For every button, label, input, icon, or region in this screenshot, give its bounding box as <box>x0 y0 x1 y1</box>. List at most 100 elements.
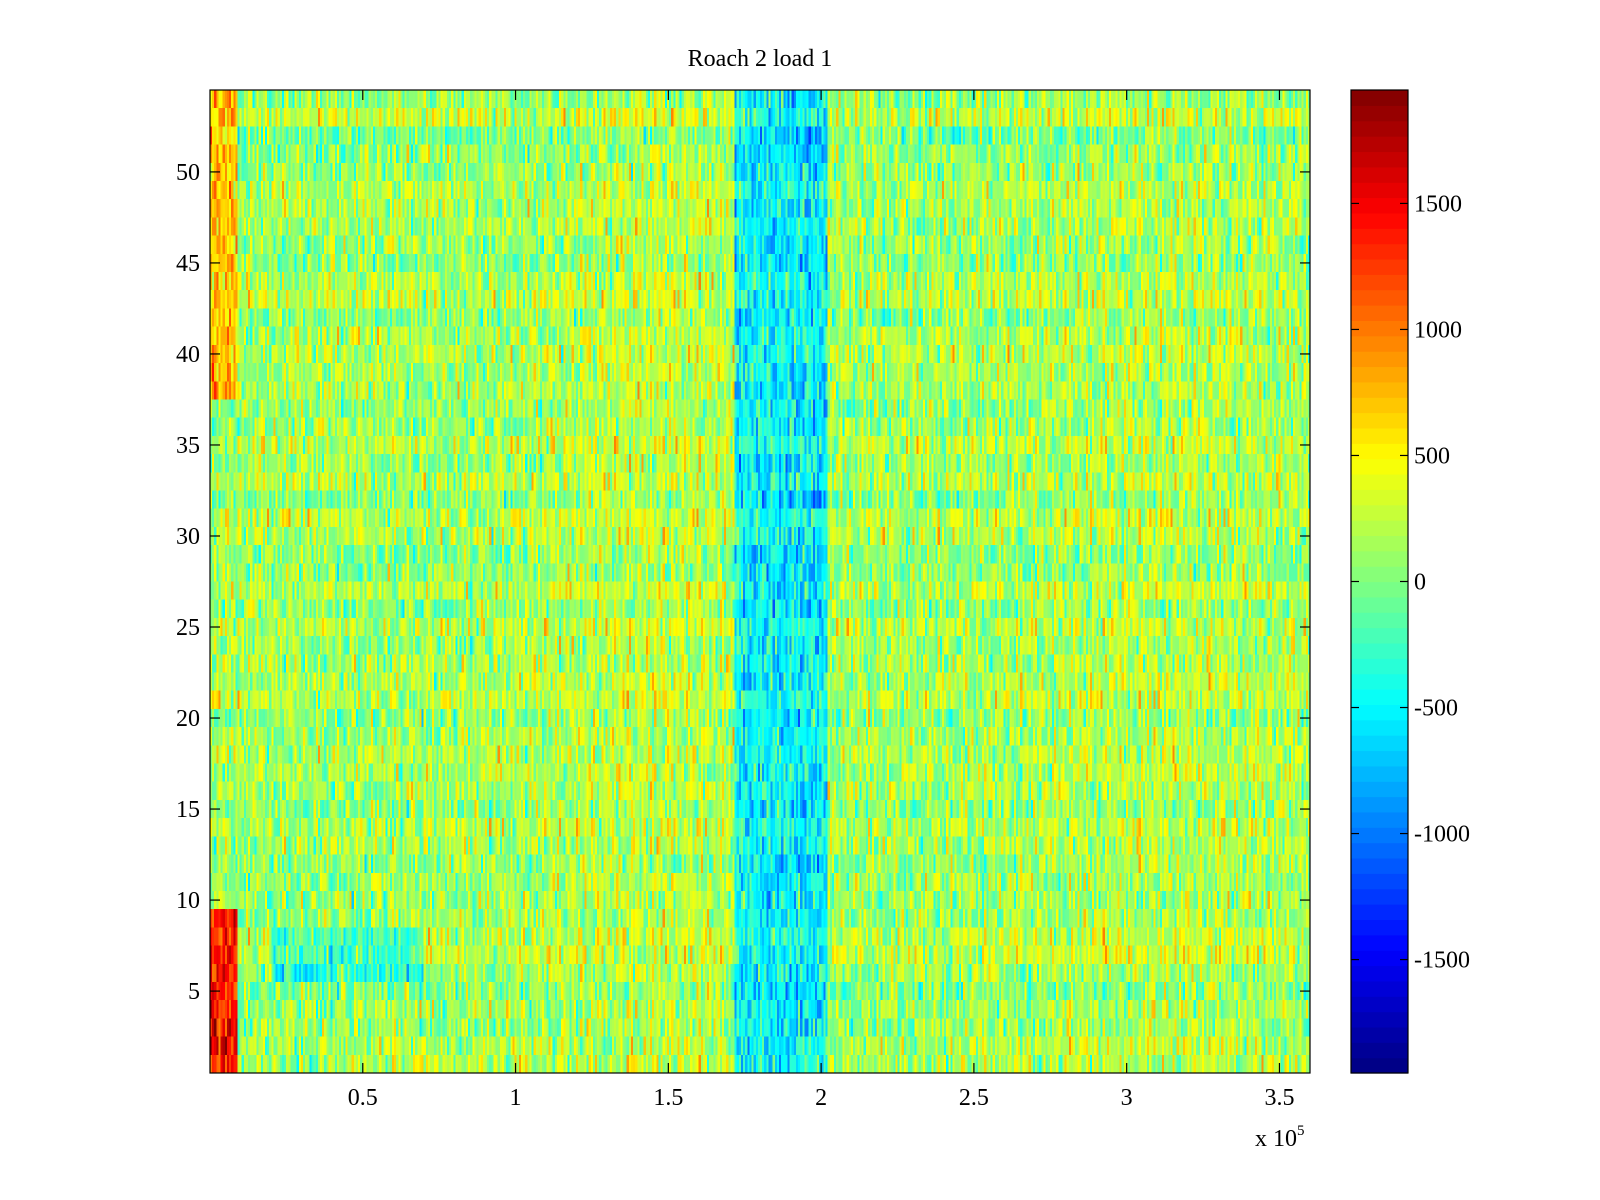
x-tick-label: 3 <box>1121 1085 1133 1111</box>
colorbar-band <box>1351 980 1408 997</box>
colorbar-band <box>1351 520 1408 537</box>
colorbar-axis: -1500 -1000 -500 0 500 1000 1500 <box>1351 191 1470 974</box>
heatmap-cells <box>210 90 1310 1073</box>
colorbar-band <box>1351 965 1408 982</box>
colorbar-band <box>1351 289 1408 306</box>
x-tick-label: 1 <box>510 1085 522 1111</box>
colorbar-band <box>1351 397 1408 414</box>
y-tick-label: 35 <box>176 433 200 459</box>
colorbar-band <box>1351 596 1408 613</box>
colorbar-band <box>1351 550 1408 567</box>
colorbar-band <box>1351 182 1408 199</box>
y-tick-label: 15 <box>176 797 200 823</box>
x-tick-label: 3.5 <box>1264 1085 1294 1111</box>
colorbar-band <box>1351 735 1408 752</box>
x-axis: 0.5 1 1.5 2 2.5 3 3.5 <box>348 90 1294 1111</box>
y-tick-label: 50 <box>176 160 200 186</box>
x-axis-scale-exponent: 5 <box>1297 1123 1305 1139</box>
x-tick-label: 0.5 <box>348 1085 378 1111</box>
colorbar-band <box>1351 1042 1408 1059</box>
x-tick-label: 2 <box>815 1085 827 1111</box>
colorbar-band <box>1351 197 1408 214</box>
colorbar-band <box>1351 166 1408 183</box>
colorbar-tick-label: 0 <box>1414 570 1426 596</box>
colorbar-band <box>1351 228 1408 245</box>
colorbar <box>1351 90 1408 1074</box>
colorbar-band <box>1351 1026 1408 1043</box>
colorbar-band <box>1351 489 1408 506</box>
colorbar-band <box>1351 842 1408 859</box>
colorbar-tick-label: 1500 <box>1414 191 1462 217</box>
chart-title: Roach 2 load 1 <box>688 46 833 72</box>
x-axis-scale-factor: x 105 <box>1255 1123 1305 1152</box>
colorbar-band <box>1351 412 1408 429</box>
colorbar-band <box>1351 857 1408 874</box>
colorbar-band <box>1351 305 1408 321</box>
colorbar-band <box>1351 120 1408 137</box>
colorbar-tick-label: -1500 <box>1414 948 1470 974</box>
colorbar-tick-label: -500 <box>1414 696 1458 722</box>
y-tick-label: 20 <box>176 706 200 732</box>
colorbar-band <box>1351 320 1408 337</box>
colorbar-band <box>1351 673 1408 690</box>
colorbar-band <box>1351 719 1408 736</box>
x-tick-label: 1.5 <box>653 1085 683 1111</box>
y-tick-label: 40 <box>176 342 200 368</box>
y-tick-label: 30 <box>176 524 200 550</box>
colorbar-band <box>1351 765 1408 782</box>
colorbar-band <box>1351 427 1408 444</box>
colorbar-band <box>1351 827 1408 844</box>
colorbar-band <box>1351 504 1408 521</box>
colorbar-band <box>1351 612 1408 629</box>
y-tick-label: 45 <box>176 251 200 277</box>
colorbar-band <box>1351 704 1408 721</box>
colorbar-band <box>1351 351 1408 368</box>
colorbar-band <box>1351 750 1408 767</box>
colorbar-band <box>1351 581 1408 598</box>
colorbar-band <box>1351 781 1408 798</box>
colorbar-band <box>1351 934 1408 951</box>
colorbar-band <box>1351 566 1408 583</box>
colorbar-band <box>1351 642 1408 659</box>
heatmap-plot-area <box>210 90 1310 1073</box>
colorbar-tick-label: 1000 <box>1414 317 1462 343</box>
colorbar-band <box>1351 904 1408 921</box>
colorbar-tick-label: 500 <box>1414 443 1450 469</box>
colorbar-band <box>1351 366 1408 383</box>
colorbar-band <box>1351 458 1408 475</box>
colorbar-band <box>1351 950 1408 967</box>
colorbar-band <box>1351 1057 1408 1074</box>
x-tick-label: 2.5 <box>959 1085 989 1111</box>
colorbar-band <box>1351 535 1408 552</box>
colorbar-band <box>1351 243 1408 260</box>
colorbar-band <box>1351 151 1408 168</box>
y-tick-label: 5 <box>188 979 200 1005</box>
plot-frame <box>209 89 1311 1074</box>
colorbar-band <box>1351 1011 1408 1028</box>
colorbar-band <box>1351 443 1408 460</box>
colorbar-band <box>1351 258 1408 275</box>
colorbar-tick-label: -1000 <box>1414 822 1470 848</box>
colorbar-band <box>1351 919 1408 936</box>
colorbar-band <box>1351 658 1408 675</box>
colorbar-band <box>1351 811 1408 828</box>
colorbar-band <box>1351 212 1408 229</box>
colorbar-band <box>1351 473 1408 490</box>
y-tick-label: 10 <box>176 888 200 914</box>
colorbar-band <box>1351 996 1408 1013</box>
colorbar-band <box>1351 90 1408 106</box>
x-axis-scale-base: x 10 <box>1255 1126 1297 1152</box>
colorbar-band <box>1351 873 1408 890</box>
colorbar-band <box>1351 274 1408 291</box>
colorbar-band <box>1351 335 1408 352</box>
colorbar-band <box>1351 381 1408 398</box>
y-tick-label: 25 <box>176 615 200 641</box>
colorbar-band <box>1351 105 1408 122</box>
colorbar-band <box>1351 888 1408 905</box>
colorbar-band <box>1351 627 1408 644</box>
colorbar-band <box>1351 796 1408 813</box>
colorbar-band <box>1351 689 1408 705</box>
y-axis: 5 10 15 20 25 30 35 40 45 50 <box>176 160 1310 1005</box>
colorbar-band <box>1351 136 1408 153</box>
